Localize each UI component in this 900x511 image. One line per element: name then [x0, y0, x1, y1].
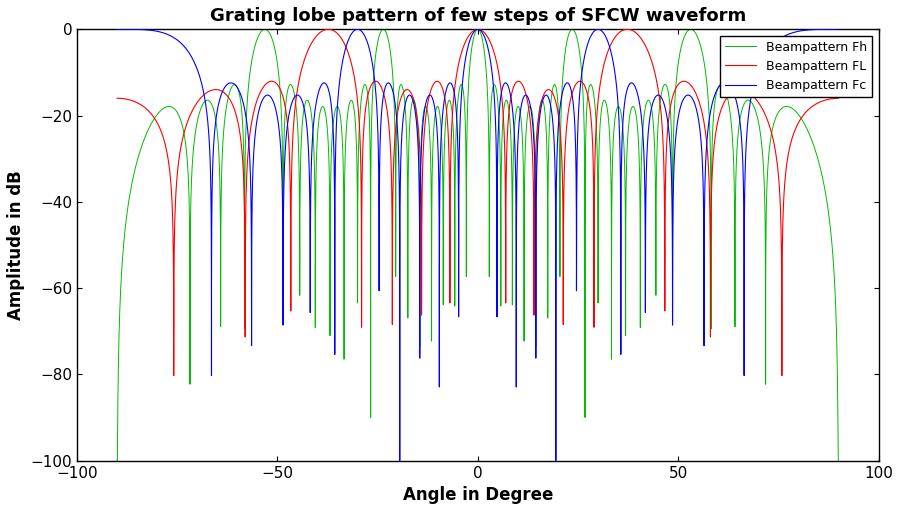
Beampattern FL	[824, 96, 834, 102]
Beampattern Fc	[436, 127, 447, 133]
Beampattern FL	[168, 373, 179, 379]
Beampattern FL	[833, 95, 844, 101]
Beampattern Fc	[394, 457, 405, 463]
Beampattern Fc	[832, 26, 842, 32]
Beampattern FL	[436, 83, 447, 89]
Beampattern Fc	[759, 54, 769, 60]
Beampattern FL	[323, 26, 334, 32]
Line: Beampattern FL: Beampattern FL	[117, 29, 839, 376]
Beampattern Fh	[832, 347, 842, 354]
Beampattern Fh	[824, 211, 834, 217]
Beampattern Fc	[833, 26, 844, 32]
Legend: Beampattern Fh, Beampattern FL, Beampattern Fc: Beampattern Fh, Beampattern FL, Beampatt…	[720, 36, 872, 97]
Line: Beampattern Fc: Beampattern Fc	[117, 29, 839, 460]
Beampattern FL	[572, 79, 583, 85]
Beampattern FL	[739, 87, 750, 94]
Title: Grating lobe pattern of few steps of SFCW waveform: Grating lobe pattern of few steps of SFC…	[210, 7, 746, 25]
Beampattern FL	[112, 95, 122, 101]
Beampattern Fc	[739, 256, 750, 262]
Beampattern FL	[759, 109, 769, 115]
Y-axis label: Amplitude in dB: Amplitude in dB	[7, 170, 25, 320]
Beampattern Fh	[759, 177, 769, 183]
Line: Beampattern Fh: Beampattern Fh	[117, 29, 839, 460]
Beampattern Fh	[833, 457, 844, 463]
Beampattern Fh	[436, 132, 447, 138]
Beampattern Fh	[572, 37, 583, 43]
X-axis label: Angle in Degree: Angle in Degree	[402, 486, 553, 504]
Beampattern Fc	[572, 135, 583, 142]
Beampattern Fc	[824, 26, 834, 32]
Beampattern Fh	[259, 26, 270, 32]
Beampattern Fh	[112, 457, 122, 463]
Beampattern Fh	[739, 101, 750, 107]
Beampattern Fc	[112, 26, 122, 32]
Beampattern FL	[832, 95, 842, 101]
